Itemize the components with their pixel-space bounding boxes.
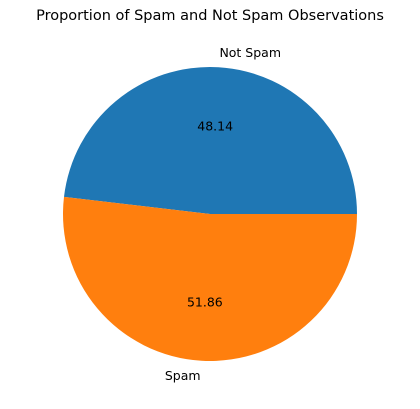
pie-slice-spam bbox=[63, 196, 357, 361]
value-label-not-spam: 48.14 bbox=[197, 118, 233, 133]
category-label-not-spam: Not Spam bbox=[219, 45, 281, 60]
value-label-spam: 51.86 bbox=[187, 295, 223, 310]
chart-title: Proportion of Spam and Not Spam Observat… bbox=[36, 8, 384, 24]
pie-slice-not-spam bbox=[64, 66, 357, 214]
category-label-spam: Spam bbox=[165, 368, 201, 383]
